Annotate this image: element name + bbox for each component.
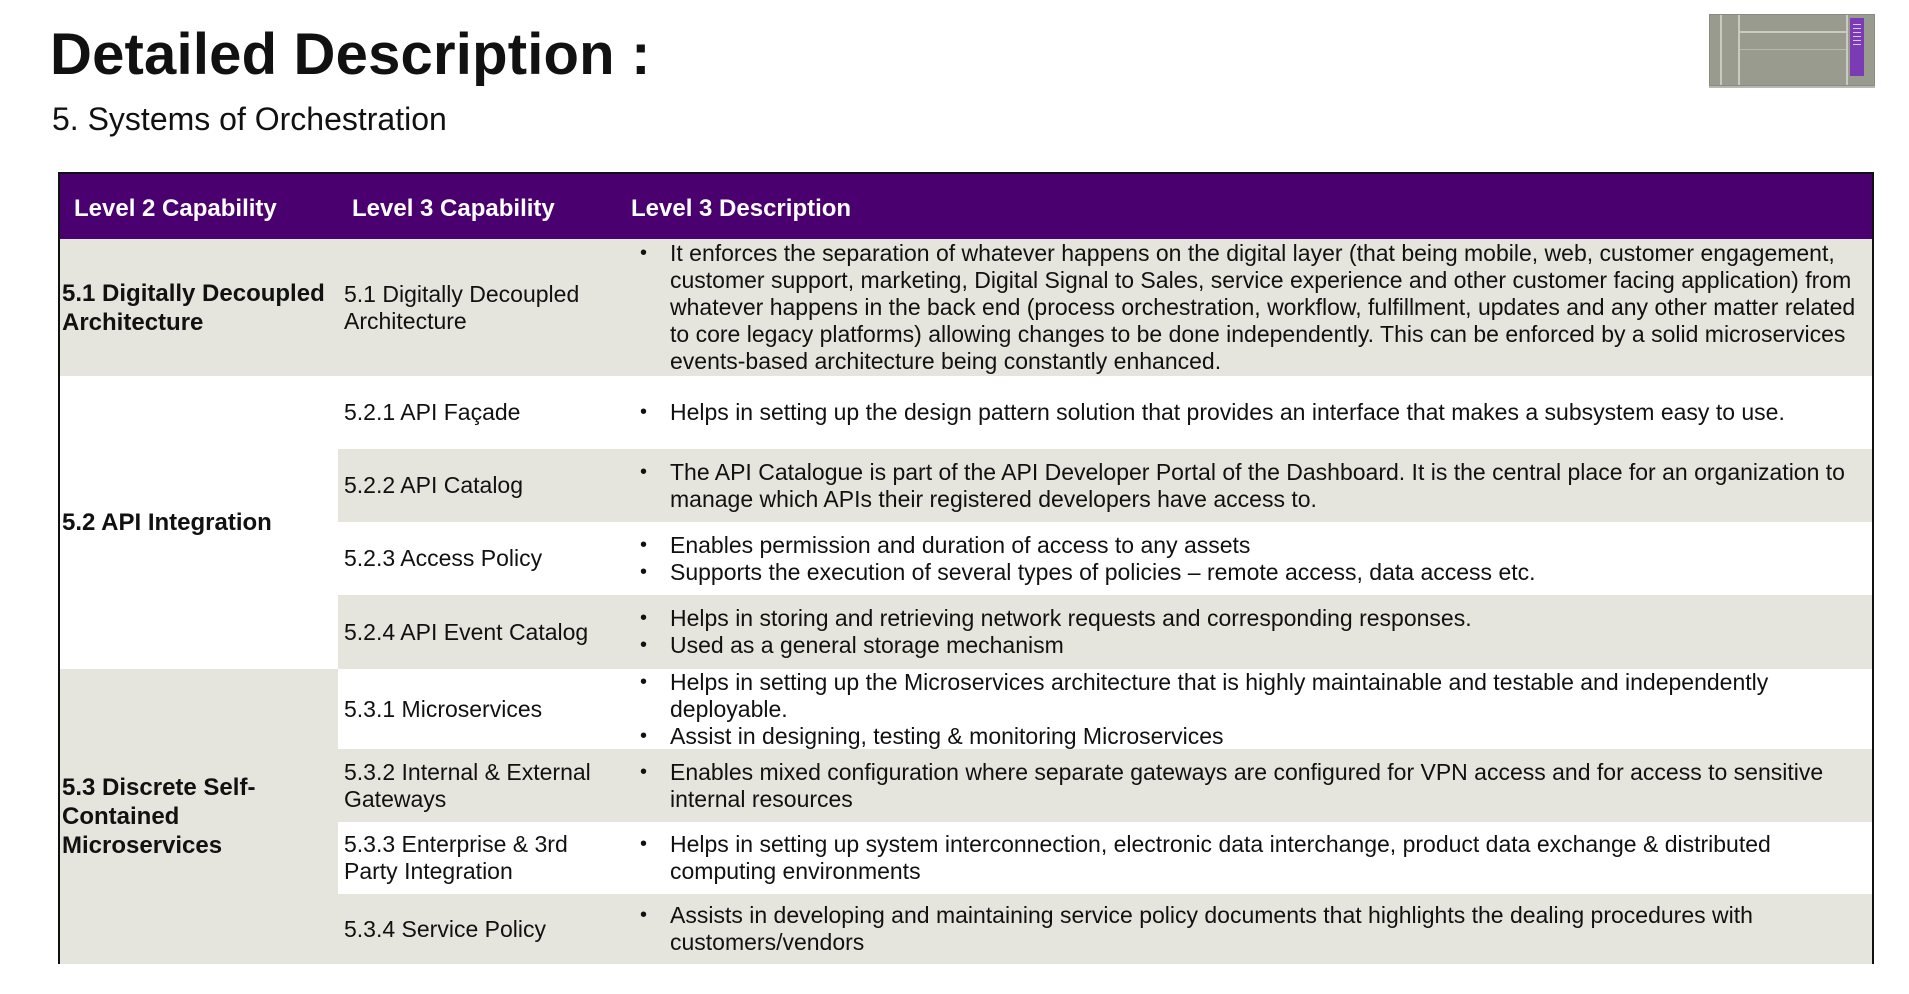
bullet-item: Helps in setting up system interconnecti… — [638, 831, 1868, 885]
level3-cell: 5.2.3 Access Policy — [344, 545, 543, 571]
description-cell: Helps in setting up system interconnecti… — [618, 822, 1872, 894]
description-cell: Helps in storing and retrieving network … — [618, 595, 1872, 669]
table-header: Level 2 Capability Level 3 Capability Le… — [60, 174, 1872, 239]
bullet-item: Enables mixed configuration where separa… — [638, 759, 1868, 813]
level3-cell: 5.2.1 API Façade — [344, 399, 521, 425]
level3-cell: 5.1 Digitally Decoupled Architecture — [338, 239, 618, 376]
capability-table: Level 2 Capability Level 3 Capability Le… — [58, 172, 1874, 964]
description-cell: The API Catalogue is part of the API Dev… — [618, 449, 1872, 522]
bullet-item: Assists in developing and maintaining se… — [638, 902, 1868, 956]
level3-cell: 5.3.2 Internal & External Gateways — [338, 749, 618, 822]
description-cell: Helps in setting up the design pattern s… — [618, 376, 1872, 449]
header-level3-capability: Level 3 Capability — [352, 195, 555, 222]
level2-cell-5-1: 5.1 Digitally Decoupled Architecture — [60, 239, 338, 376]
level3-cell: 5.2.4 API Event Catalog — [338, 595, 618, 669]
bullet-item: Assist in designing, testing & monitorin… — [638, 723, 1868, 750]
slide-subtitle: 5. Systems of Orchestration — [52, 101, 447, 137]
bullet-item: Enables permission and duration of acces… — [638, 532, 1868, 559]
level3-cell: 5.3.1 Microservices — [344, 695, 543, 722]
header-level3-description: Level 3 Description — [631, 195, 852, 222]
description-cell: Enables mixed configuration where separa… — [618, 749, 1872, 822]
slide-title: Detailed Description : — [50, 22, 651, 87]
bullet-item: Helps in storing and retrieving network … — [638, 605, 1868, 632]
bullet-item: The API Catalogue is part of the API Dev… — [638, 459, 1868, 513]
slide-thumbnail-icon — [1709, 14, 1875, 86]
header-level2-capability: Level 2 Capability — [74, 195, 277, 222]
bullet-item: Helps in setting up the design pattern s… — [638, 399, 1868, 426]
level2-cell-5-2: 5.2 API Integration — [62, 509, 272, 536]
description-cell: Enables permission and duration of acces… — [618, 522, 1872, 595]
level3-cell: 5.3.4 Service Policy — [338, 894, 618, 964]
bullet-item: Supports the execution of several types … — [638, 559, 1868, 586]
bullet-item: Used as a general storage mechanism — [638, 632, 1868, 659]
bullet-item: Helps in setting up the Microservices ar… — [638, 669, 1868, 723]
level3-cell: 5.2.2 API Catalog — [338, 449, 618, 522]
bullet-item: It enforces the separation of whatever h… — [638, 240, 1868, 375]
description-cell: It enforces the separation of whatever h… — [618, 239, 1872, 376]
description-cell: Helps in setting up the Microservices ar… — [618, 669, 1872, 750]
description-cell: Assists in developing and maintaining se… — [618, 894, 1872, 964]
level3-cell: 5.3.3 Enterprise & 3rd Party Integration — [344, 831, 568, 884]
level2-cell-5-3: 5.3 Discrete Self-Contained Microservice… — [60, 669, 338, 964]
